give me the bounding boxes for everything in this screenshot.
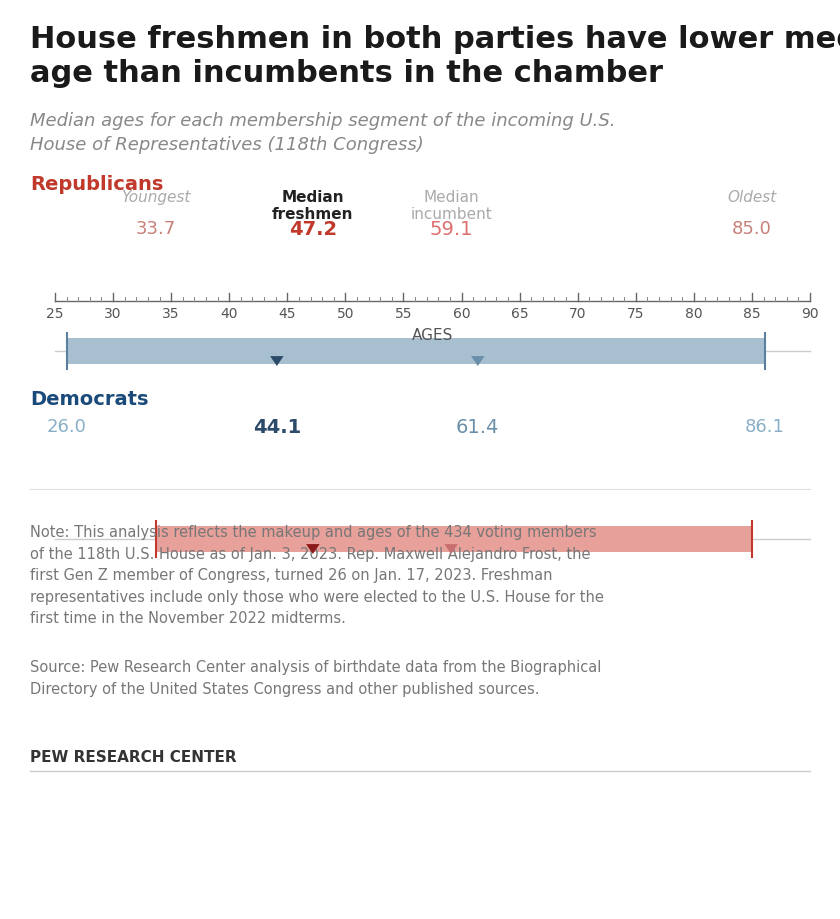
Text: Democrats: Democrats xyxy=(30,390,149,409)
Text: Oldest: Oldest xyxy=(727,190,776,205)
Text: 44.1: 44.1 xyxy=(253,417,301,437)
Text: 35: 35 xyxy=(162,307,180,321)
Text: Note: This analysis reflects the makeup and ages of the 434 voting members
of th: Note: This analysis reflects the makeup … xyxy=(30,525,604,626)
Text: Source: Pew Research Center analysis of birthdate data from the Biographical
Dir: Source: Pew Research Center analysis of … xyxy=(30,659,601,696)
Text: Median
incumbent: Median incumbent xyxy=(410,190,492,222)
Bar xyxy=(66,338,764,365)
Text: PEW RESEARCH CENTER: PEW RESEARCH CENTER xyxy=(30,749,237,765)
Text: 75: 75 xyxy=(627,307,644,321)
Text: 60: 60 xyxy=(453,307,470,321)
Text: Youngest: Youngest xyxy=(121,190,191,205)
Polygon shape xyxy=(306,544,319,554)
Text: 55: 55 xyxy=(395,307,412,321)
Text: 70: 70 xyxy=(569,307,586,321)
Text: 85.0: 85.0 xyxy=(732,220,772,238)
Text: Median ages for each membership segment of the incoming U.S.
House of Representa: Median ages for each membership segment … xyxy=(30,112,616,153)
Text: House freshmen in both parties have lower median
age than incumbents in the cham: House freshmen in both parties have lowe… xyxy=(30,25,840,87)
Text: 65: 65 xyxy=(511,307,528,321)
Text: 40: 40 xyxy=(220,307,238,321)
Text: 47.2: 47.2 xyxy=(289,220,337,239)
Text: 80: 80 xyxy=(685,307,702,321)
Text: 61.4: 61.4 xyxy=(456,417,500,437)
Text: 59.1: 59.1 xyxy=(429,220,473,239)
Text: 50: 50 xyxy=(337,307,354,321)
Text: 90: 90 xyxy=(801,307,819,321)
Text: 45: 45 xyxy=(279,307,296,321)
Text: 86.1: 86.1 xyxy=(745,417,785,436)
Polygon shape xyxy=(444,544,458,554)
Text: AGES: AGES xyxy=(412,328,454,343)
Polygon shape xyxy=(270,357,284,367)
Text: Republicans: Republicans xyxy=(30,175,163,194)
Text: Median
freshmen: Median freshmen xyxy=(272,190,354,222)
Text: 30: 30 xyxy=(104,307,122,321)
Text: 33.7: 33.7 xyxy=(136,220,176,238)
Bar xyxy=(156,527,752,552)
Polygon shape xyxy=(471,357,485,367)
Text: 26.0: 26.0 xyxy=(47,417,87,436)
Text: 25: 25 xyxy=(46,307,64,321)
Text: 85: 85 xyxy=(743,307,761,321)
